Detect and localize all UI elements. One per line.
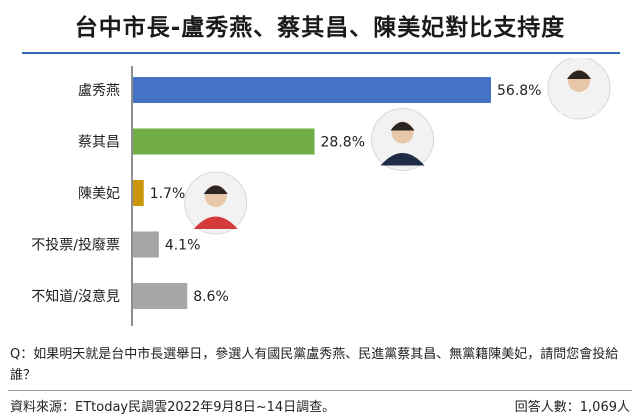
bar-chart: 盧秀燕 56.8% 蔡其昌 28.8% 陳美妃 1.7% 不投票/投廢票 4.1% 不知道/沒意… (31, 58, 611, 326)
chart-title: 台中市長-盧秀燕、蔡其昌、陳美妃對比支持度 (74, 15, 566, 41)
portrait-chen-icon (184, 171, 248, 235)
portrait-lu-icon (547, 58, 611, 120)
value-label: 1.7% (150, 186, 186, 202)
footer-divider (8, 390, 632, 391)
portrait-shoulders (557, 101, 601, 114)
category-label: 盧秀燕 (78, 83, 120, 99)
value-label: 56.8% (497, 83, 541, 99)
portrait-hair (567, 70, 591, 79)
title-divider (22, 52, 620, 54)
portrait-hair (390, 122, 415, 131)
category-label: 不投票/投廢票 (31, 237, 120, 254)
portrait-shoulders (380, 153, 425, 166)
survey-question: Q：如果明天就是台中市長選舉日，參選人有國民黨盧秀燕、民進黨蔡其昌、無黨籍陳美妃… (10, 347, 619, 383)
value-label: 8.6% (193, 289, 229, 305)
bar (133, 128, 315, 155)
data-source: 資料來源：ETtoday民調雲2022年9月8日~14日調查。 (10, 400, 336, 415)
category-label: 陳美妃 (78, 186, 120, 202)
respondent-count: 回答人數：1,069人 (514, 400, 630, 415)
bar (133, 231, 159, 258)
category-label: 不知道/沒意見 (31, 288, 120, 305)
bar (133, 180, 144, 206)
bar (133, 77, 491, 103)
portrait-hair (203, 185, 228, 194)
portrait-shoulders (193, 216, 238, 229)
value-label: 28.8% (321, 135, 365, 151)
portrait-tsai-icon (371, 108, 435, 171)
value-label: 4.1% (165, 238, 201, 254)
bar (133, 283, 188, 309)
category-label: 蔡其昌 (78, 135, 120, 151)
